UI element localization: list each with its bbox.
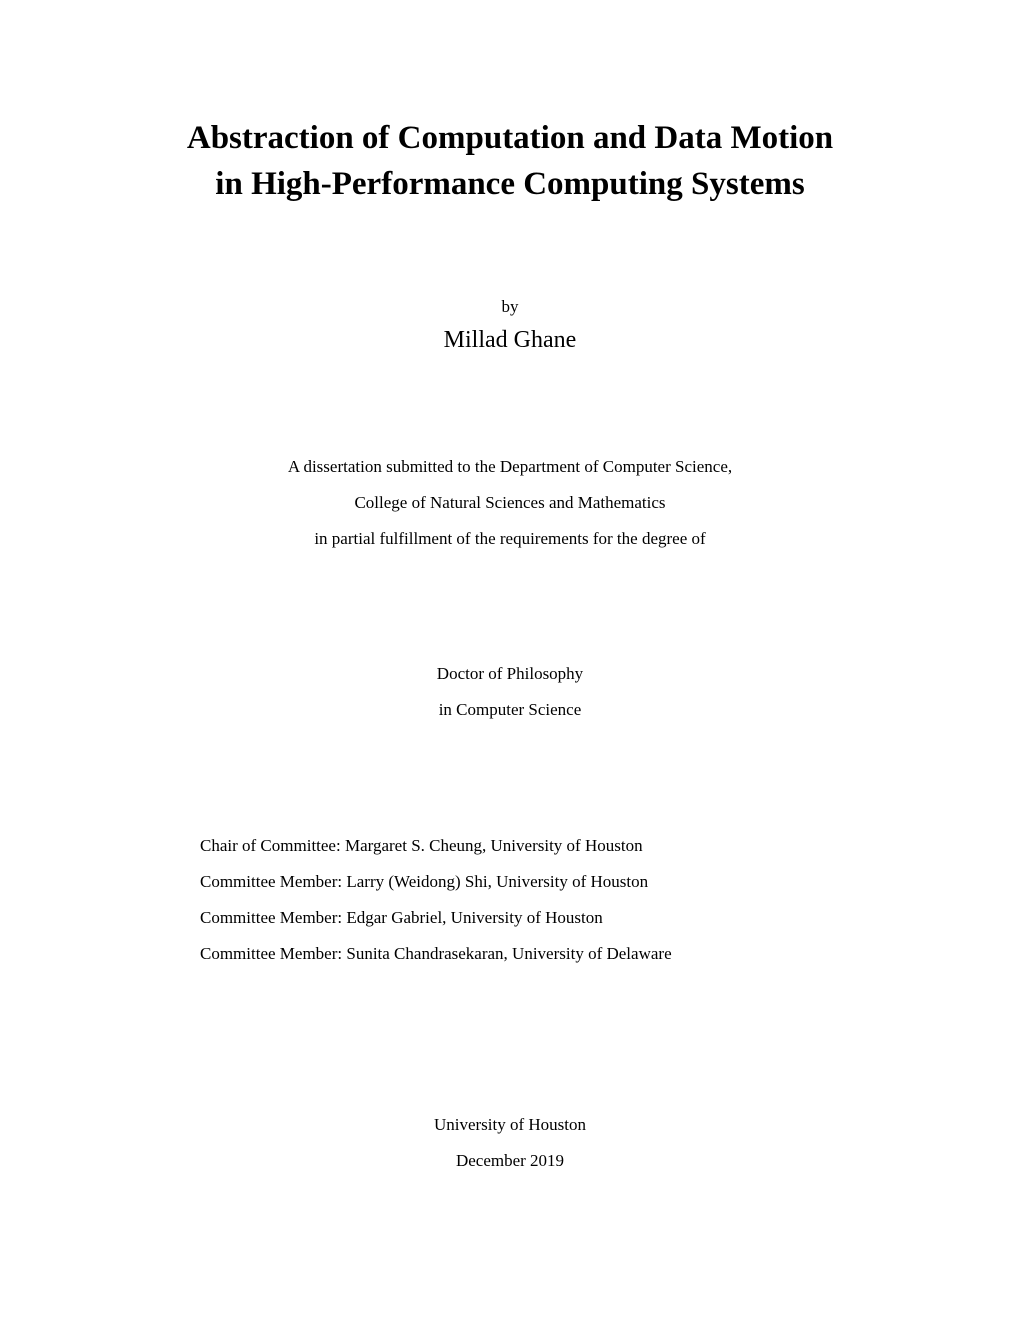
committee-member-2: Committee Member: Edgar Gabriel, Univers… — [200, 900, 820, 936]
submission-block: A dissertation submitted to the Departme… — [100, 449, 920, 556]
degree-block: Doctor of Philosophy in Computer Science — [100, 656, 920, 727]
university-name: University of Houston — [100, 1107, 920, 1143]
title-line-2: in High-Performance Computing Systems — [100, 161, 920, 207]
submission-line-1: A dissertation submitted to the Departme… — [100, 449, 920, 485]
submission-line-2: College of Natural Sciences and Mathemat… — [100, 485, 920, 521]
submission-line-3: in partial fulfillment of the requiremen… — [100, 521, 920, 557]
date: December 2019 — [100, 1143, 920, 1179]
committee-member-1: Committee Member: Larry (Weidong) Shi, U… — [200, 864, 820, 900]
university-block: University of Houston December 2019 — [100, 1107, 920, 1178]
committee-member-3: Committee Member: Sunita Chandrasekaran,… — [200, 936, 820, 972]
title-line-1: Abstraction of Computation and Data Moti… — [100, 115, 920, 161]
by-label: by — [100, 297, 920, 317]
dissertation-title: Abstraction of Computation and Data Moti… — [100, 115, 920, 207]
title-page: Abstraction of Computation and Data Moti… — [0, 0, 1020, 1320]
degree-line-2: in Computer Science — [100, 692, 920, 728]
degree-line-1: Doctor of Philosophy — [100, 656, 920, 692]
committee-block: Chair of Committee: Margaret S. Cheung, … — [200, 828, 820, 972]
author-name: Millad Ghane — [100, 327, 920, 354]
committee-chair: Chair of Committee: Margaret S. Cheung, … — [200, 828, 820, 864]
